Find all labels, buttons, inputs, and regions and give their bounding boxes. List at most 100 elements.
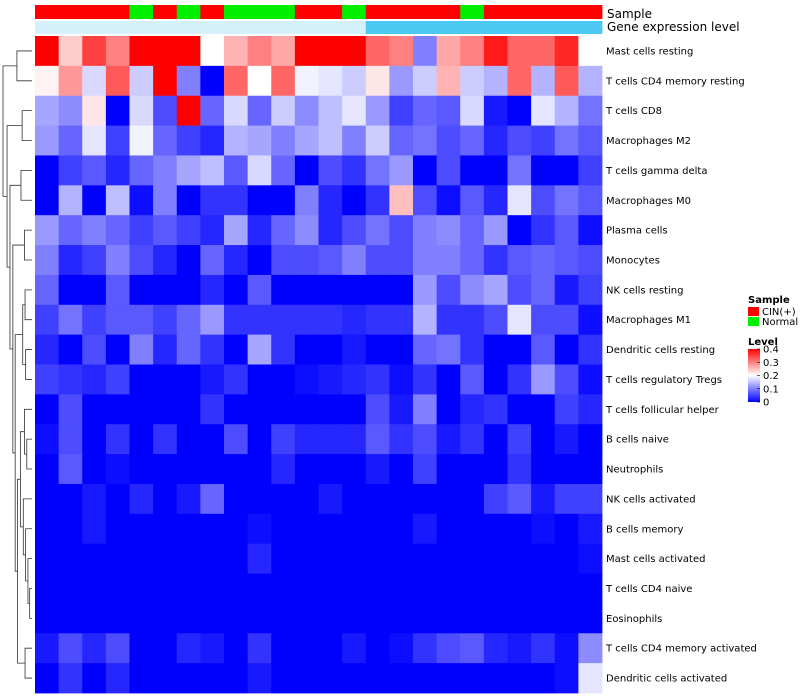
- heatmap-cell: [200, 155, 225, 186]
- heatmap-cell: [578, 274, 603, 306]
- sample-annotation-cell: [176, 5, 201, 19]
- row-label: Mast cells activated: [606, 554, 705, 565]
- heatmap-cell: [176, 633, 201, 664]
- heatmap-cell: [82, 65, 107, 97]
- row-label: Dendritic cells resting: [606, 345, 715, 356]
- heatmap-cell: [58, 663, 83, 694]
- heatmap-cell: [58, 483, 83, 515]
- heatmap-cell: [294, 334, 319, 365]
- heatmap-cell: [176, 245, 201, 276]
- heatmap-cell: [389, 633, 414, 664]
- heatmap-cell: [507, 394, 532, 425]
- heatmap-cell: [365, 513, 390, 545]
- heatmap-cell: [318, 125, 343, 156]
- heatmap-cell: [365, 454, 390, 485]
- heatmap-cell: [507, 543, 532, 574]
- heatmap-cell: [129, 155, 154, 186]
- heatmap-cell: [176, 573, 201, 604]
- heatmap-cell: [554, 483, 579, 515]
- heatmap-cell: [342, 125, 367, 156]
- heatmap-cell: [578, 155, 603, 186]
- heatmap-cell: [200, 334, 225, 365]
- heatmap-cell: [271, 334, 296, 365]
- heatmap-cell: [224, 125, 249, 156]
- dendrogram-branch: [22, 498, 32, 556]
- heatmap-cell: [413, 155, 438, 186]
- heatmap-cell: [58, 274, 83, 306]
- heatmap-cell: [224, 274, 249, 306]
- heatmap-cell: [318, 215, 343, 246]
- heatmap-cell: [176, 65, 201, 97]
- row-label: NK cells resting: [606, 285, 683, 296]
- heatmap-cell: [342, 483, 367, 515]
- heatmap-cell: [413, 36, 438, 67]
- heatmap-cell: [578, 603, 603, 634]
- heatmap-cell: [389, 334, 414, 365]
- sample-annotation-cell: [365, 5, 390, 19]
- heatmap-cell: [35, 543, 60, 574]
- heatmap-cell: [247, 245, 272, 276]
- heatmap-cell: [483, 245, 508, 276]
- heatmap-cell: [247, 543, 272, 574]
- heatmap-cell: [176, 36, 201, 67]
- heatmap-cell: [531, 663, 556, 694]
- heatmap-cell: [153, 125, 178, 156]
- heatmap-cell: [224, 633, 249, 664]
- heatmap-cell: [176, 603, 201, 634]
- sample-annotation-cell: [483, 5, 508, 19]
- row-label: Monocytes: [606, 255, 660, 266]
- heatmap-cell: [129, 633, 154, 664]
- heatmap-cell: [153, 364, 178, 395]
- heatmap-cell: [389, 603, 414, 634]
- heatmap-cell: [554, 215, 579, 246]
- dendrogram-branch: [9, 184, 21, 350]
- heatmap-cell: [153, 215, 178, 246]
- heatmap-cell: [413, 95, 438, 126]
- heatmap-cell: [35, 245, 60, 276]
- expression-annotation-cell: [460, 21, 485, 34]
- heatmap-cell: [342, 334, 367, 365]
- heatmap-cell: [247, 603, 272, 634]
- heatmap-cell: [365, 36, 390, 67]
- heatmap-cells: [35, 36, 603, 694]
- heatmap-cell: [247, 454, 272, 485]
- expression-annotation-cell: [129, 21, 154, 34]
- heatmap-cell: [200, 215, 225, 246]
- heatmap-cell: [82, 603, 107, 634]
- heatmap-cell: [436, 304, 461, 336]
- heatmap-cell: [58, 185, 83, 216]
- heatmap-cell: [82, 573, 107, 604]
- row-label: Dendritic cells activated: [606, 674, 727, 685]
- heatmap-cell: [176, 543, 201, 574]
- heatmap-cell: [531, 364, 556, 395]
- heatmap-cell: [247, 334, 272, 365]
- heatmap-cell: [531, 125, 556, 156]
- heatmap-cell: [318, 36, 343, 67]
- expression-annotation-cell: [294, 21, 319, 34]
- sample-annotation-cell: [105, 5, 130, 19]
- heatmap-cell: [436, 513, 461, 545]
- heatmap-cell: [224, 36, 249, 67]
- heatmap-cell: [153, 245, 178, 276]
- heatmap-cell: [35, 215, 60, 246]
- sample-annotation-cell: [129, 5, 154, 19]
- heatmap-cell: [413, 543, 438, 574]
- heatmap-cell: [82, 215, 107, 246]
- heatmap-cell: [413, 185, 438, 216]
- heatmap-cell: [294, 454, 319, 485]
- heatmap-cell: [318, 603, 343, 634]
- heatmap-cell: [483, 513, 508, 545]
- heatmap-cell: [554, 95, 579, 126]
- heatmap-cell: [531, 65, 556, 97]
- heatmap-cell: [531, 543, 556, 574]
- heatmap-cell: [531, 603, 556, 634]
- heatmap-cell: [483, 543, 508, 574]
- heatmap-cell: [153, 274, 178, 306]
- heatmap-cell: [82, 543, 107, 574]
- heatmap-cell: [153, 65, 178, 97]
- heatmap-cell: [82, 125, 107, 156]
- heatmap-cell: [271, 95, 296, 126]
- heatmap-cell: [224, 483, 249, 515]
- level-ticks: 0.4 0.3 0.2 0.1 0: [757, 345, 779, 409]
- heatmap-cell: [413, 65, 438, 97]
